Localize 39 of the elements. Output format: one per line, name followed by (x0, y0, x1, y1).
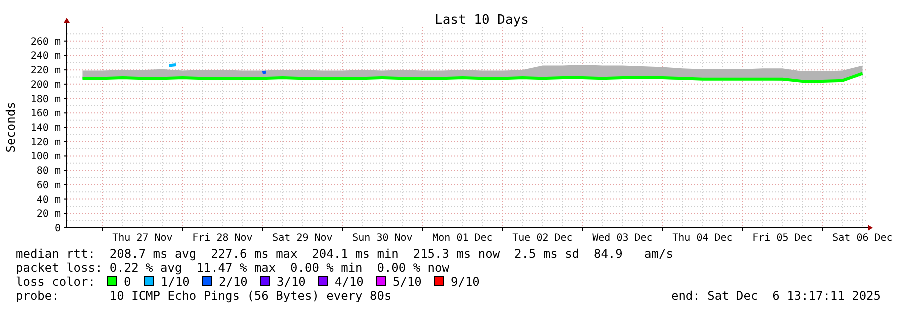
x-tick-label: Sat 29 Nov (272, 233, 333, 244)
legend-label: 2/10 (219, 275, 248, 289)
y-tick-label: 220 m (30, 66, 61, 77)
x-tick-label: Tue 02 Dec (512, 233, 573, 244)
line-series (81, 72, 864, 84)
x-tick-label: Sun 30 Nov (352, 233, 413, 244)
legend-title: loss color: (16, 275, 96, 289)
x-tick-label: Fri 05 Dec (752, 233, 813, 244)
x-tick-label: Fri 28 Nov (192, 233, 253, 244)
legend-label: 1/10 (161, 275, 190, 289)
legend-label: 5/10 (393, 275, 422, 289)
y-tick-label: 60 m (36, 180, 61, 192)
y-tick-label: 40 m (36, 194, 61, 206)
x-tick-label: Wed 03 Dec (592, 233, 653, 244)
legend-label: 3/10 (277, 275, 306, 289)
y-tick-label: 180 m (30, 94, 61, 106)
x-tick-label: Mon 01 Dec (432, 233, 493, 244)
legend-label: 4/10 (335, 275, 364, 289)
text: end: Sat Dec 6 13:17:11 2025 (671, 289, 881, 303)
text: median rtt: 208.7 ms avg 227.6 ms max 204.1 ms min 215.3 ms now 2.5 ms sd 84.9 am/s (16, 247, 674, 261)
text: packet loss: 0.22 % avg 11.47 % max 0.00 % min 0.00 % now (16, 261, 450, 275)
x-tick-label: Thu 04 Dec (672, 233, 733, 244)
y-tick-label: 100 m (30, 152, 61, 163)
y-tick-label: 260 m (30, 36, 61, 48)
y-tick-label: 160 m (30, 108, 61, 120)
y-tick-label: 240 m (30, 51, 61, 62)
text: probe: 10 ICMP Echo Pings (56 Bytes) every 80s (16, 289, 392, 303)
y-tick-label: 200 m (30, 80, 61, 91)
x-tick-label: Sat 06 Dec (832, 233, 893, 244)
y-tick-label: 20 m (36, 209, 61, 220)
y-tick-label: 120 m (30, 137, 61, 148)
chart-title: Last 10 Days (435, 13, 529, 28)
y-tick-label: 0 (54, 224, 61, 234)
y-axis-title: Seconds (4, 102, 18, 153)
legend-label: 9/10 (451, 275, 480, 289)
x-tick-label: Thu 27 Nov (112, 233, 173, 244)
y-tick-label: 80 m (36, 166, 61, 178)
legend-label: 0 (124, 275, 132, 289)
y-tick-label: 140 m (30, 123, 61, 134)
